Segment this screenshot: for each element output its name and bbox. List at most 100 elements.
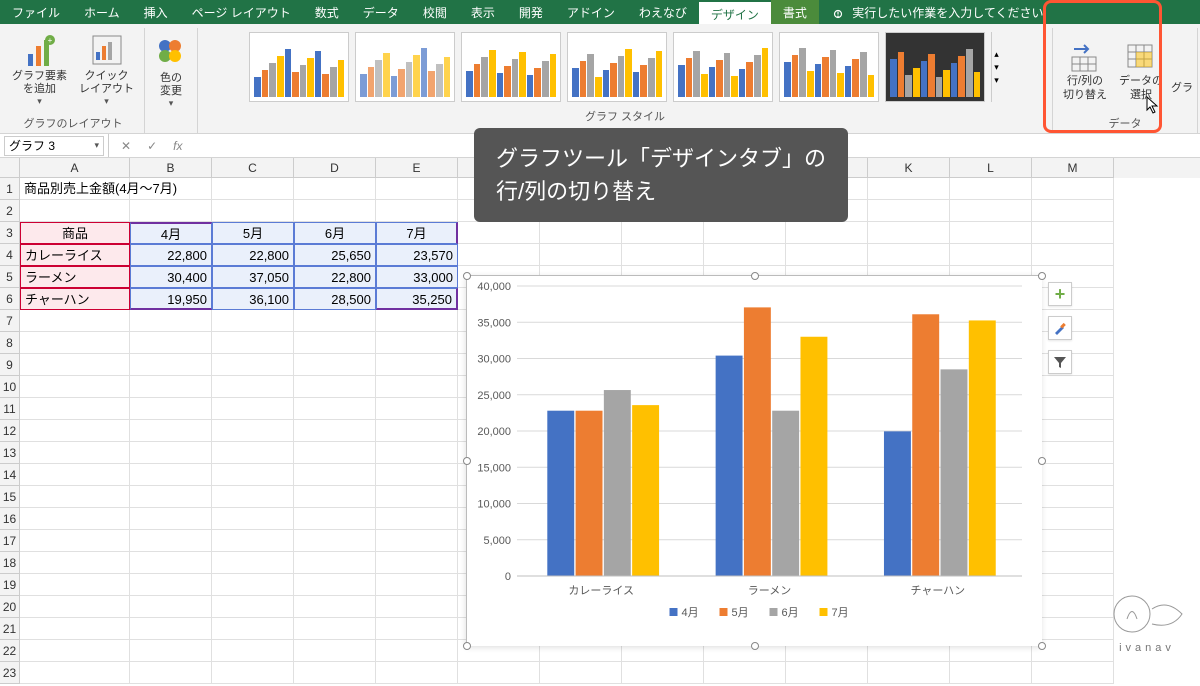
cell[interactable] [1032,508,1114,530]
chart-style-thumb[interactable] [355,32,455,102]
chart-resize-handle[interactable] [751,642,759,650]
chart-resize-handle[interactable] [463,457,471,465]
cell[interactable] [130,376,212,398]
name-box[interactable]: グラフ 3 ▾ [4,136,104,156]
cell[interactable] [376,332,458,354]
cell[interactable] [950,662,1032,684]
cell[interactable] [294,398,376,420]
enter-formula-icon[interactable]: ✓ [143,139,161,153]
cell[interactable] [622,244,704,266]
cell[interactable] [1032,200,1114,222]
switch-row-col-button[interactable]: 行/列の 切り替え [1057,28,1113,113]
cell[interactable] [786,244,868,266]
cell[interactable]: 商品別売上金額(4月～7月) [20,178,130,200]
cell[interactable] [20,574,130,596]
chart-resize-handle[interactable] [1038,457,1046,465]
cell[interactable] [950,222,1032,244]
cell[interactable] [376,508,458,530]
cell[interactable] [130,398,212,420]
style-scroll-down[interactable]: ▾ [994,62,999,73]
tab-waenabi[interactable]: わえなび [627,0,699,24]
cell[interactable]: 商品 [20,222,130,244]
change-colors-button[interactable]: 色の 変更 ▾ [149,28,193,117]
tab-review[interactable]: 校閲 [411,0,459,24]
cell[interactable] [212,640,294,662]
tab-format[interactable]: 書式 [771,0,819,24]
chart-brush-button[interactable] [1048,316,1072,340]
row-header[interactable]: 8 [0,332,19,354]
cell[interactable]: 23,570 [376,244,458,266]
row-header[interactable]: 14 [0,464,19,486]
row-header[interactable]: 12 [0,420,19,442]
row-header[interactable]: 9 [0,354,19,376]
cell[interactable] [622,662,704,684]
chart-filter-button[interactable] [1048,350,1072,374]
cell[interactable] [294,552,376,574]
cell[interactable] [1032,222,1114,244]
cell[interactable] [20,200,130,222]
cell[interactable] [1032,398,1114,420]
row-header[interactable]: 11 [0,398,19,420]
tab-file[interactable]: ファイル [0,0,72,24]
chart-style-thumb[interactable] [461,32,561,102]
cell[interactable] [1032,464,1114,486]
cell[interactable] [1032,310,1114,332]
cell[interactable] [130,354,212,376]
tab-data[interactable]: データ [351,0,411,24]
row-header[interactable]: 10 [0,376,19,398]
cell[interactable] [294,662,376,684]
cell[interactable] [1032,354,1114,376]
cell[interactable] [294,354,376,376]
cell[interactable] [212,178,294,200]
cell[interactable] [212,200,294,222]
column-header[interactable]: K [868,158,950,178]
column-header[interactable]: L [950,158,1032,178]
column-header[interactable]: B [130,158,212,178]
cell[interactable] [868,200,950,222]
row-header[interactable]: 2 [0,200,19,222]
cell[interactable] [868,244,950,266]
cell[interactable]: 22,800 [294,266,376,288]
cell[interactable] [294,310,376,332]
cell[interactable]: 4月 [130,222,212,244]
row-header[interactable]: 19 [0,574,19,596]
cell[interactable]: 22,800 [130,244,212,266]
cell[interactable] [294,178,376,200]
cell[interactable] [540,244,622,266]
cell[interactable] [212,332,294,354]
cell[interactable] [20,662,130,684]
cell[interactable]: 37,050 [212,266,294,288]
cell[interactable] [1032,178,1114,200]
tell-me[interactable]: 実行したい作業を入力してください [819,0,1200,24]
cell[interactable] [294,596,376,618]
column-header[interactable]: E [376,158,458,178]
cell[interactable]: 7月 [376,222,458,244]
tab-page-layout[interactable]: ページ レイアウト [180,0,303,24]
cell[interactable] [376,574,458,596]
cell[interactable] [540,222,622,244]
cell[interactable] [1032,486,1114,508]
cell[interactable] [950,178,1032,200]
cell[interactable] [212,574,294,596]
tab-addins[interactable]: アドイン [555,0,627,24]
cell[interactable] [376,420,458,442]
cell[interactable] [20,310,130,332]
cancel-formula-icon[interactable]: ✕ [117,139,135,153]
cell[interactable] [212,464,294,486]
row-header[interactable]: 18 [0,552,19,574]
cell[interactable] [20,530,130,552]
cell[interactable] [130,178,212,200]
cell[interactable] [130,508,212,530]
cell[interactable] [130,662,212,684]
cell[interactable] [1032,662,1114,684]
tab-view[interactable]: 表示 [459,0,507,24]
cell[interactable] [458,662,540,684]
cell[interactable] [20,552,130,574]
cell[interactable] [1032,244,1114,266]
cell[interactable]: 35,250 [376,288,458,310]
cell[interactable] [212,354,294,376]
cell[interactable] [1032,376,1114,398]
cell[interactable] [704,244,786,266]
cell[interactable]: 30,400 [130,266,212,288]
cell[interactable] [212,508,294,530]
